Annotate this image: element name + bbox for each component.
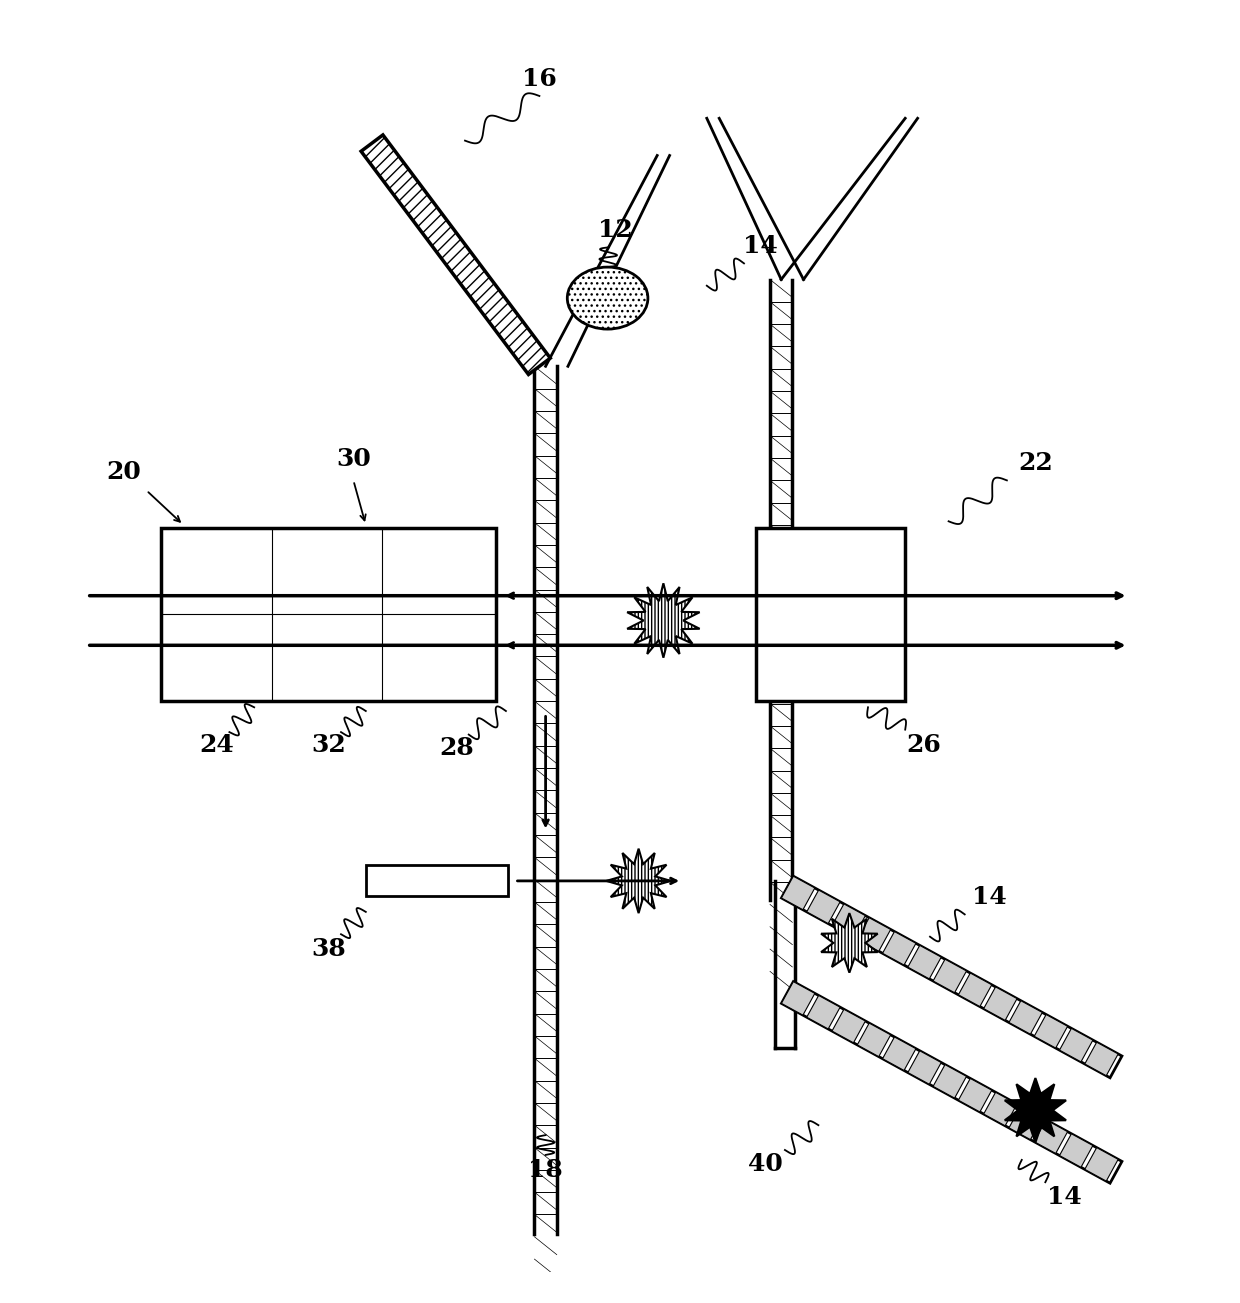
Text: 30: 30: [336, 447, 371, 472]
Polygon shape: [606, 848, 671, 913]
Polygon shape: [983, 1092, 1017, 1126]
Polygon shape: [832, 1010, 866, 1042]
Text: 12: 12: [598, 218, 632, 242]
Polygon shape: [1059, 1028, 1092, 1062]
Text: 32: 32: [311, 732, 346, 757]
Bar: [756, 528, 905, 701]
Polygon shape: [857, 1023, 890, 1057]
Bar: [366, 865, 508, 896]
Polygon shape: [857, 917, 890, 951]
Polygon shape: [627, 584, 699, 658]
Polygon shape: [934, 1065, 966, 1098]
Polygon shape: [832, 904, 866, 937]
Polygon shape: [908, 946, 941, 979]
Ellipse shape: [568, 267, 647, 330]
Polygon shape: [883, 1037, 916, 1071]
Bar: [161, 528, 496, 701]
Text: 24: 24: [200, 732, 234, 757]
Text: 16: 16: [522, 66, 557, 91]
Text: 38: 38: [311, 937, 346, 962]
Polygon shape: [959, 1079, 992, 1111]
Text: 20: 20: [107, 460, 141, 483]
Polygon shape: [1034, 1015, 1068, 1048]
Text: 14: 14: [743, 235, 777, 258]
Polygon shape: [807, 995, 841, 1029]
Text: 28: 28: [439, 736, 474, 760]
Polygon shape: [934, 959, 966, 993]
Polygon shape: [908, 1050, 941, 1084]
Polygon shape: [781, 981, 815, 1015]
Polygon shape: [883, 932, 916, 966]
Text: 40: 40: [748, 1152, 782, 1175]
Text: 14: 14: [1047, 1186, 1081, 1209]
Polygon shape: [1034, 1121, 1068, 1153]
Text: 14: 14: [972, 885, 1007, 909]
Polygon shape: [1085, 1042, 1118, 1076]
Text: 26: 26: [906, 732, 941, 757]
Bar: [756, 528, 905, 701]
Polygon shape: [1059, 1134, 1092, 1167]
Polygon shape: [361, 136, 551, 374]
Text: 22: 22: [1018, 451, 1053, 476]
Polygon shape: [781, 981, 1122, 1183]
Polygon shape: [821, 913, 878, 972]
Polygon shape: [959, 973, 992, 1006]
Polygon shape: [1009, 1001, 1043, 1035]
Polygon shape: [781, 876, 1122, 1078]
Polygon shape: [1009, 1106, 1043, 1140]
Polygon shape: [807, 890, 841, 924]
Text: 18: 18: [528, 1158, 563, 1182]
Polygon shape: [781, 876, 815, 909]
Bar: [161, 528, 496, 701]
Polygon shape: [1004, 1078, 1066, 1143]
Polygon shape: [1085, 1148, 1118, 1181]
Polygon shape: [983, 986, 1017, 1020]
